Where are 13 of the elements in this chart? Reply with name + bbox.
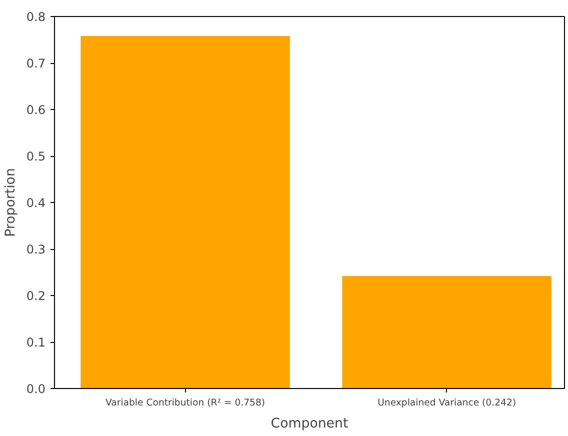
y-tick-label: 0.6 bbox=[26, 103, 46, 117]
y-tick-label: 0.2 bbox=[26, 289, 46, 303]
x-tick-label: Variable Contribution (R² = 0.758) bbox=[105, 398, 266, 408]
y-tick-label: 0.5 bbox=[26, 150, 46, 164]
y-tick-label: 0.4 bbox=[26, 196, 46, 210]
x-axis-title: Component bbox=[270, 416, 348, 432]
y-tick-label: 0.0 bbox=[26, 382, 46, 396]
y-tick-label: 0.8 bbox=[26, 10, 46, 24]
y-tick-label: 0.3 bbox=[26, 242, 46, 256]
y-tick-label: 0.1 bbox=[26, 336, 46, 350]
y-tick-label: 0.7 bbox=[26, 56, 46, 70]
y-axis-title: Proportion bbox=[3, 168, 18, 237]
x-tick-label: Unexplained Variance (0.242) bbox=[378, 398, 516, 408]
